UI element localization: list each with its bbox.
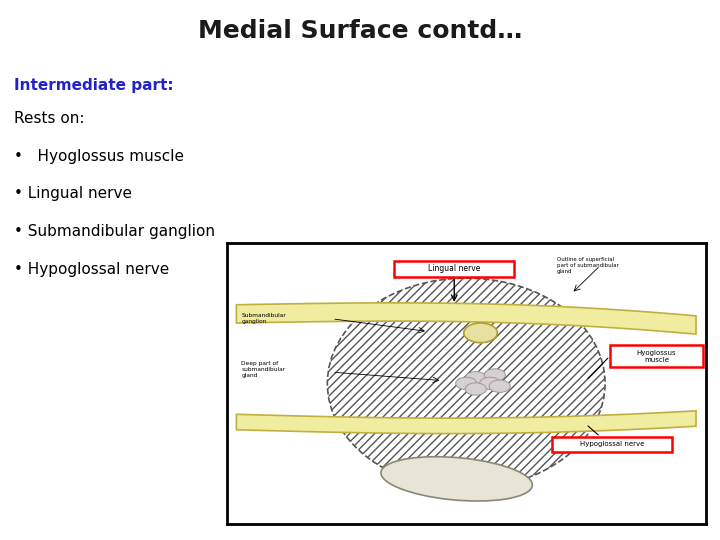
Text: • Submandibular ganglion: • Submandibular ganglion — [14, 224, 215, 239]
Circle shape — [465, 383, 486, 395]
Circle shape — [485, 369, 505, 381]
Text: Submandibular
ganglion: Submandibular ganglion — [241, 313, 286, 324]
Circle shape — [456, 377, 477, 389]
Text: Intermediate part:: Intermediate part: — [14, 78, 174, 93]
Ellipse shape — [328, 278, 605, 489]
Bar — [395, 261, 514, 276]
Bar — [610, 346, 703, 367]
Text: Medial Surface contd…: Medial Surface contd… — [198, 19, 522, 43]
Text: Outline of superficial
part of submandibular
gland: Outline of superficial part of submandib… — [557, 257, 619, 274]
Text: Deep part of
submandibular
gland: Deep part of submandibular gland — [241, 361, 285, 377]
Polygon shape — [236, 411, 696, 434]
Circle shape — [465, 372, 486, 384]
Text: Hyoglossus
muscle: Hyoglossus muscle — [636, 349, 676, 362]
Circle shape — [489, 380, 510, 393]
Circle shape — [464, 323, 498, 343]
Text: Hypoglossal nerve: Hypoglossal nerve — [580, 442, 644, 448]
Text: • Lingual nerve: • Lingual nerve — [14, 186, 132, 201]
Ellipse shape — [381, 457, 532, 501]
Bar — [552, 437, 672, 452]
Text: Lingual nerve: Lingual nerve — [428, 265, 480, 273]
Text: • Hypoglossal nerve: • Hypoglossal nerve — [14, 262, 170, 277]
Circle shape — [480, 377, 500, 389]
Text: •   Hyoglossus muscle: • Hyoglossus muscle — [14, 148, 184, 164]
Text: Rests on:: Rests on: — [14, 111, 85, 126]
Polygon shape — [236, 303, 696, 334]
